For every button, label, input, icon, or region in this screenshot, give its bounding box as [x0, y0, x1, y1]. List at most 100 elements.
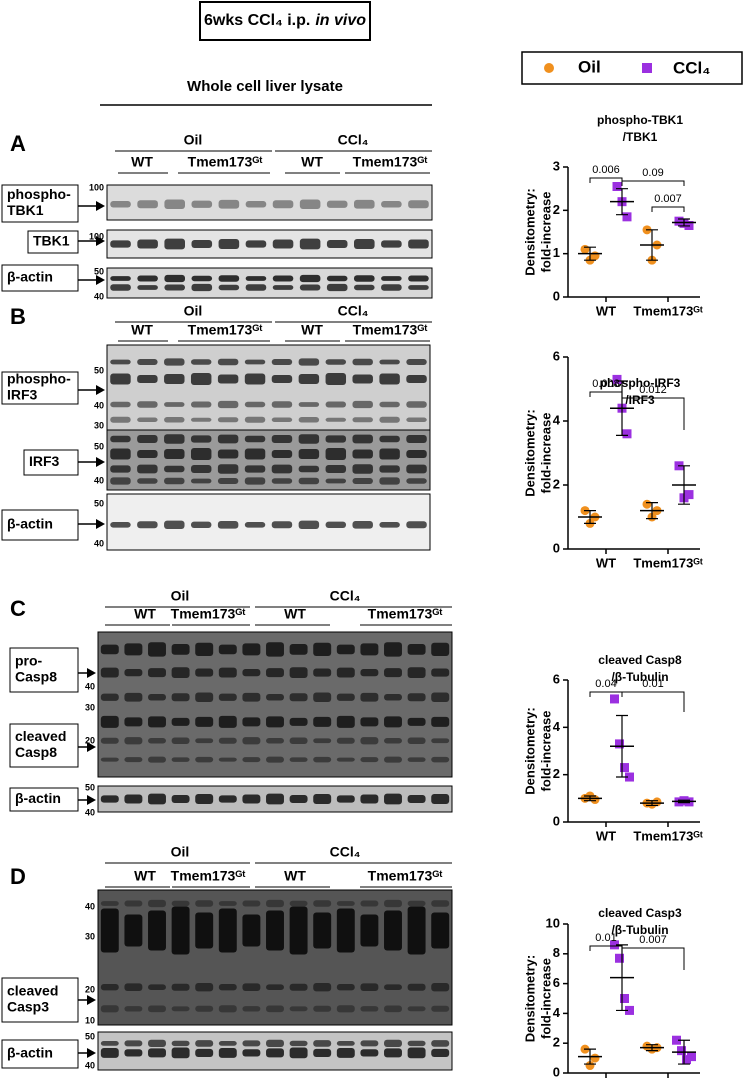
blot-band — [266, 1048, 284, 1058]
blot-band — [313, 794, 332, 804]
row-label: β-actin — [7, 1045, 53, 1061]
arrow-head — [87, 995, 96, 1005]
blot-band — [110, 359, 131, 365]
blot-band — [244, 435, 266, 443]
blot-band — [100, 908, 119, 953]
data-point — [620, 763, 629, 773]
data-point — [622, 429, 632, 439]
blot-band — [110, 522, 131, 528]
arrow-head — [96, 236, 105, 246]
blot-band — [137, 200, 158, 209]
blot-band — [171, 900, 190, 907]
data-point — [590, 795, 600, 805]
blot-band — [407, 667, 426, 678]
blot-band — [218, 667, 237, 678]
data-point — [622, 212, 632, 222]
mw-marker: 40 — [85, 901, 95, 911]
blot-band — [100, 693, 119, 701]
error-bar — [616, 188, 628, 216]
y-axis-label: Densitometry: — [522, 707, 537, 794]
blot — [106, 229, 433, 259]
mw-marker: 50 — [94, 441, 104, 451]
blot — [106, 184, 433, 221]
blot-band — [298, 520, 320, 529]
blot-band — [298, 358, 320, 366]
blot-band — [124, 757, 143, 763]
blot-band — [110, 276, 131, 281]
blot-band — [195, 642, 214, 656]
blot-band — [406, 450, 427, 458]
blot-band — [384, 642, 402, 657]
blot-band — [190, 521, 212, 528]
subgroup-label: WT — [284, 606, 306, 622]
blot-band — [384, 694, 402, 701]
blot-band — [381, 276, 402, 281]
blot-band — [289, 667, 308, 678]
blot-band — [352, 449, 373, 459]
p-value: 0.012 — [639, 384, 667, 396]
mw-marker: 30 — [85, 931, 95, 941]
blot-band — [431, 983, 450, 992]
blot-band — [379, 416, 400, 423]
blot-band — [124, 1006, 143, 1012]
blot-band — [431, 716, 450, 727]
y-tick-label: 3 — [553, 158, 560, 173]
group-label: Oil — [171, 844, 190, 860]
blot-band — [242, 1006, 261, 1012]
blot-band — [360, 669, 379, 677]
error-bar — [616, 380, 628, 436]
row-label: IRF3 — [7, 387, 38, 403]
blot-band — [431, 912, 450, 949]
chart-title: phospho-TBK1 — [597, 113, 683, 127]
chart-title: cleaved Casp3 — [598, 906, 682, 920]
error-bar — [678, 465, 690, 505]
blot-band — [266, 694, 284, 701]
blot-band — [218, 1041, 237, 1046]
significance-bracket — [621, 397, 685, 430]
blot-band — [137, 375, 158, 383]
y-tick-label: 4 — [553, 719, 561, 734]
mw-marker: 50 — [94, 266, 104, 276]
blot-band — [164, 417, 185, 423]
blot-band — [171, 644, 190, 655]
blot-band — [381, 284, 402, 291]
chart-title: cleaved Casp8 — [598, 653, 682, 667]
blot-band — [100, 1041, 119, 1046]
significance-bracket — [651, 206, 685, 212]
blot-band — [379, 435, 400, 443]
group-label: CCl₄ — [338, 303, 369, 319]
blot-band — [110, 477, 131, 485]
error-bar — [678, 799, 690, 804]
blot-band — [298, 434, 320, 444]
row-label-box — [1, 371, 79, 405]
blot-band — [148, 1048, 166, 1058]
blot-band — [299, 284, 321, 291]
blot-band — [171, 693, 190, 702]
mw-marker: 40 — [94, 538, 104, 548]
blot-band — [407, 717, 426, 726]
blot-band — [266, 793, 284, 805]
blot-band — [407, 906, 426, 955]
blot-band — [360, 643, 379, 656]
significance-bracket — [621, 180, 685, 186]
blot-band — [124, 1040, 143, 1047]
error-bar — [584, 795, 596, 802]
blot-band — [313, 642, 332, 656]
blot-band — [190, 373, 212, 385]
subgroup-label: Tmem173ᴳᵗ — [171, 868, 246, 884]
blot-band — [100, 737, 119, 744]
blot-band — [244, 373, 266, 385]
blot-band — [313, 1048, 332, 1057]
y-tick-label: 0 — [553, 813, 560, 828]
blot-band — [325, 435, 347, 443]
blot-band — [352, 434, 373, 444]
blot-band — [289, 906, 308, 955]
legend-box — [521, 51, 743, 85]
y-tick-label: 2 — [553, 1035, 560, 1050]
subgroup-label: Tmem173ᴳᵗ — [353, 154, 428, 170]
blot-band — [360, 757, 379, 763]
blot — [106, 429, 431, 491]
chart-title: /β-Tubulin — [611, 670, 668, 684]
blot-band — [218, 1047, 237, 1058]
y-axis-label: fold-increase — [538, 192, 553, 273]
